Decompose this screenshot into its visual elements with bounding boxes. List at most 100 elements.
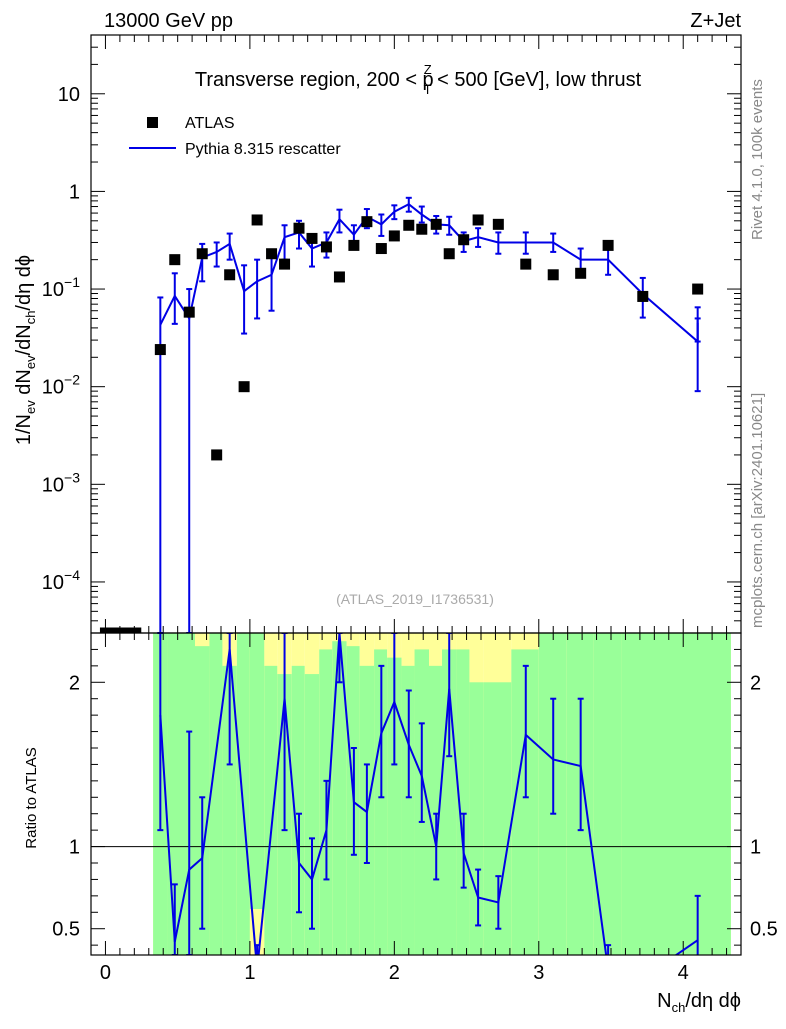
- plot-title-pre: Transverse region, 200 < p: [195, 69, 434, 91]
- atlas-point-1: [110, 627, 122, 633]
- atlas-point-15: [306, 232, 318, 244]
- atlas-point-0: [99, 627, 111, 633]
- y-axis-label-main: 1/Nev dNev/dNch/dη dϕ: [13, 255, 38, 445]
- atlas-point-31: [575, 267, 587, 279]
- main-y-tick-label: 10: [58, 84, 80, 106]
- atlas-point-29: [520, 258, 532, 270]
- atlas-point-9: [224, 269, 236, 281]
- xlab-p2: /dη dϕ: [685, 990, 741, 1012]
- mcplots-label: mcplots.cern.ch [arXiv:2401.10621]: [749, 393, 766, 628]
- atlas-point-11: [251, 214, 263, 226]
- ylab-p4: /dη dϕ: [13, 255, 35, 311]
- ratio-y-tick-label-left: 1: [69, 837, 80, 859]
- atlas-point-7: [196, 248, 208, 260]
- atlas-point-16: [320, 241, 332, 253]
- x-tick-label: 0: [100, 962, 111, 984]
- pythia-ratio-series: [157, 633, 701, 955]
- plot-title-sub: T: [424, 82, 432, 97]
- analysis-id: (ATLAS_2019_I1736531): [336, 591, 494, 607]
- band-inner-17: [387, 657, 402, 955]
- band-inner-11: [304, 674, 320, 955]
- atlas-point-6: [183, 306, 195, 318]
- legend-atlas-label: ATLAS: [185, 115, 235, 132]
- band-inner-5: [222, 665, 237, 955]
- atlas-point-34: [692, 283, 704, 295]
- atlas-point-2: [120, 627, 132, 633]
- ylab-p3: /dN: [13, 324, 35, 355]
- main-ticks: 10−4 10−3 10−2 10−1 1 10: [42, 34, 741, 634]
- atlas-point-17: [333, 271, 345, 283]
- ylab-p2: dN: [13, 369, 35, 400]
- atlas-point-30: [547, 269, 559, 281]
- plot-title: Transverse region, 200 < pZ T < 500 [GeV]…: [195, 62, 642, 97]
- atlas-point-21: [388, 230, 400, 242]
- plot-title-sup: Z: [424, 62, 432, 77]
- atlas-point-27: [472, 214, 484, 226]
- atlas-point-12: [266, 248, 278, 260]
- atlas-point-10: [238, 381, 250, 393]
- x-tick-label: 2: [389, 962, 400, 984]
- rivet-label: Rivet 4.1.0, 100k events: [749, 79, 766, 240]
- ratio-y-tick-label-right: 1: [750, 837, 761, 859]
- band-inner-28: [593, 633, 622, 955]
- band-inner-23: [469, 682, 484, 955]
- band-inner-29: [621, 633, 663, 955]
- atlas-point-4: [154, 344, 166, 356]
- band-inner-8: [264, 665, 278, 955]
- atlas-point-5: [169, 254, 181, 266]
- atlas-point-14: [293, 222, 305, 234]
- ratio-y-tick-label-right: 2: [750, 672, 761, 694]
- main-y-tick-label: 10−3: [42, 469, 80, 496]
- atlas-point-24: [430, 218, 442, 230]
- x-tick-label: 4: [678, 962, 689, 984]
- x-axis-label: Nch/dη dϕ: [657, 990, 741, 1015]
- main-y-tick-label: 10−4: [42, 567, 80, 594]
- ratio-y-tick-label-left: 2: [69, 672, 80, 694]
- legend-pythia-label: Pythia 8.315 rescatter: [185, 141, 341, 158]
- band-inner-6: [236, 633, 250, 955]
- atlas-point-3: [130, 627, 142, 633]
- atlas-point-13: [279, 258, 291, 270]
- xlab-s1: ch: [672, 1000, 686, 1015]
- atlas-point-25: [443, 248, 455, 260]
- band-inner-18: [401, 665, 415, 955]
- xlab-p1: N: [657, 990, 671, 1012]
- band-inner-10: [291, 665, 305, 955]
- band-inner-22: [456, 649, 470, 955]
- ratio-y-tick-label-right: 0.5: [750, 919, 778, 941]
- header-left: 13000 GeV pp: [104, 10, 233, 32]
- atlas-point-22: [403, 219, 415, 231]
- plot-title-post: < 500 [GeV], low thrust: [432, 69, 642, 91]
- ylab-s2: ev: [23, 355, 38, 369]
- atlas-point-20: [375, 243, 387, 255]
- atlas-point-32: [602, 239, 614, 251]
- pythia-line: [159, 202, 699, 344]
- pythia-ratio-line: [159, 633, 699, 955]
- x-tick-label: 1: [244, 962, 255, 984]
- header-right: Z+Jet: [690, 10, 741, 32]
- atlas-series: [99, 214, 704, 633]
- atlas-point-8: [211, 449, 223, 461]
- band-inner-7: [249, 633, 265, 909]
- main-y-tick-label: 1: [69, 181, 80, 203]
- ratio-y-tick-label-left: 0.5: [52, 919, 80, 941]
- atlas-point-19: [361, 216, 373, 228]
- x-tick-label: 3: [533, 962, 544, 984]
- legend-atlas-marker: [147, 117, 158, 128]
- ylab-s3: ch: [23, 311, 38, 325]
- band-inner-4: [209, 633, 223, 955]
- atlas-point-23: [416, 223, 428, 235]
- main-y-tick-label: 10−2: [42, 372, 80, 399]
- ratio-ticks: 0 1 2 3 4 0.5 0.5 1 1 2 2: [52, 633, 778, 984]
- ylab-p1: 1/N: [13, 414, 35, 445]
- y-axis-label-ratio: Ratio to ATLAS: [23, 747, 40, 848]
- ylab-s1: ev: [23, 400, 38, 414]
- ratio-frame: [90, 632, 742, 956]
- band-inner-13: [332, 641, 347, 955]
- atlas-point-33: [637, 290, 649, 302]
- main-y-tick-label: 10−1: [42, 274, 80, 301]
- ratio-band: [153, 633, 731, 955]
- atlas-point-26: [458, 234, 470, 246]
